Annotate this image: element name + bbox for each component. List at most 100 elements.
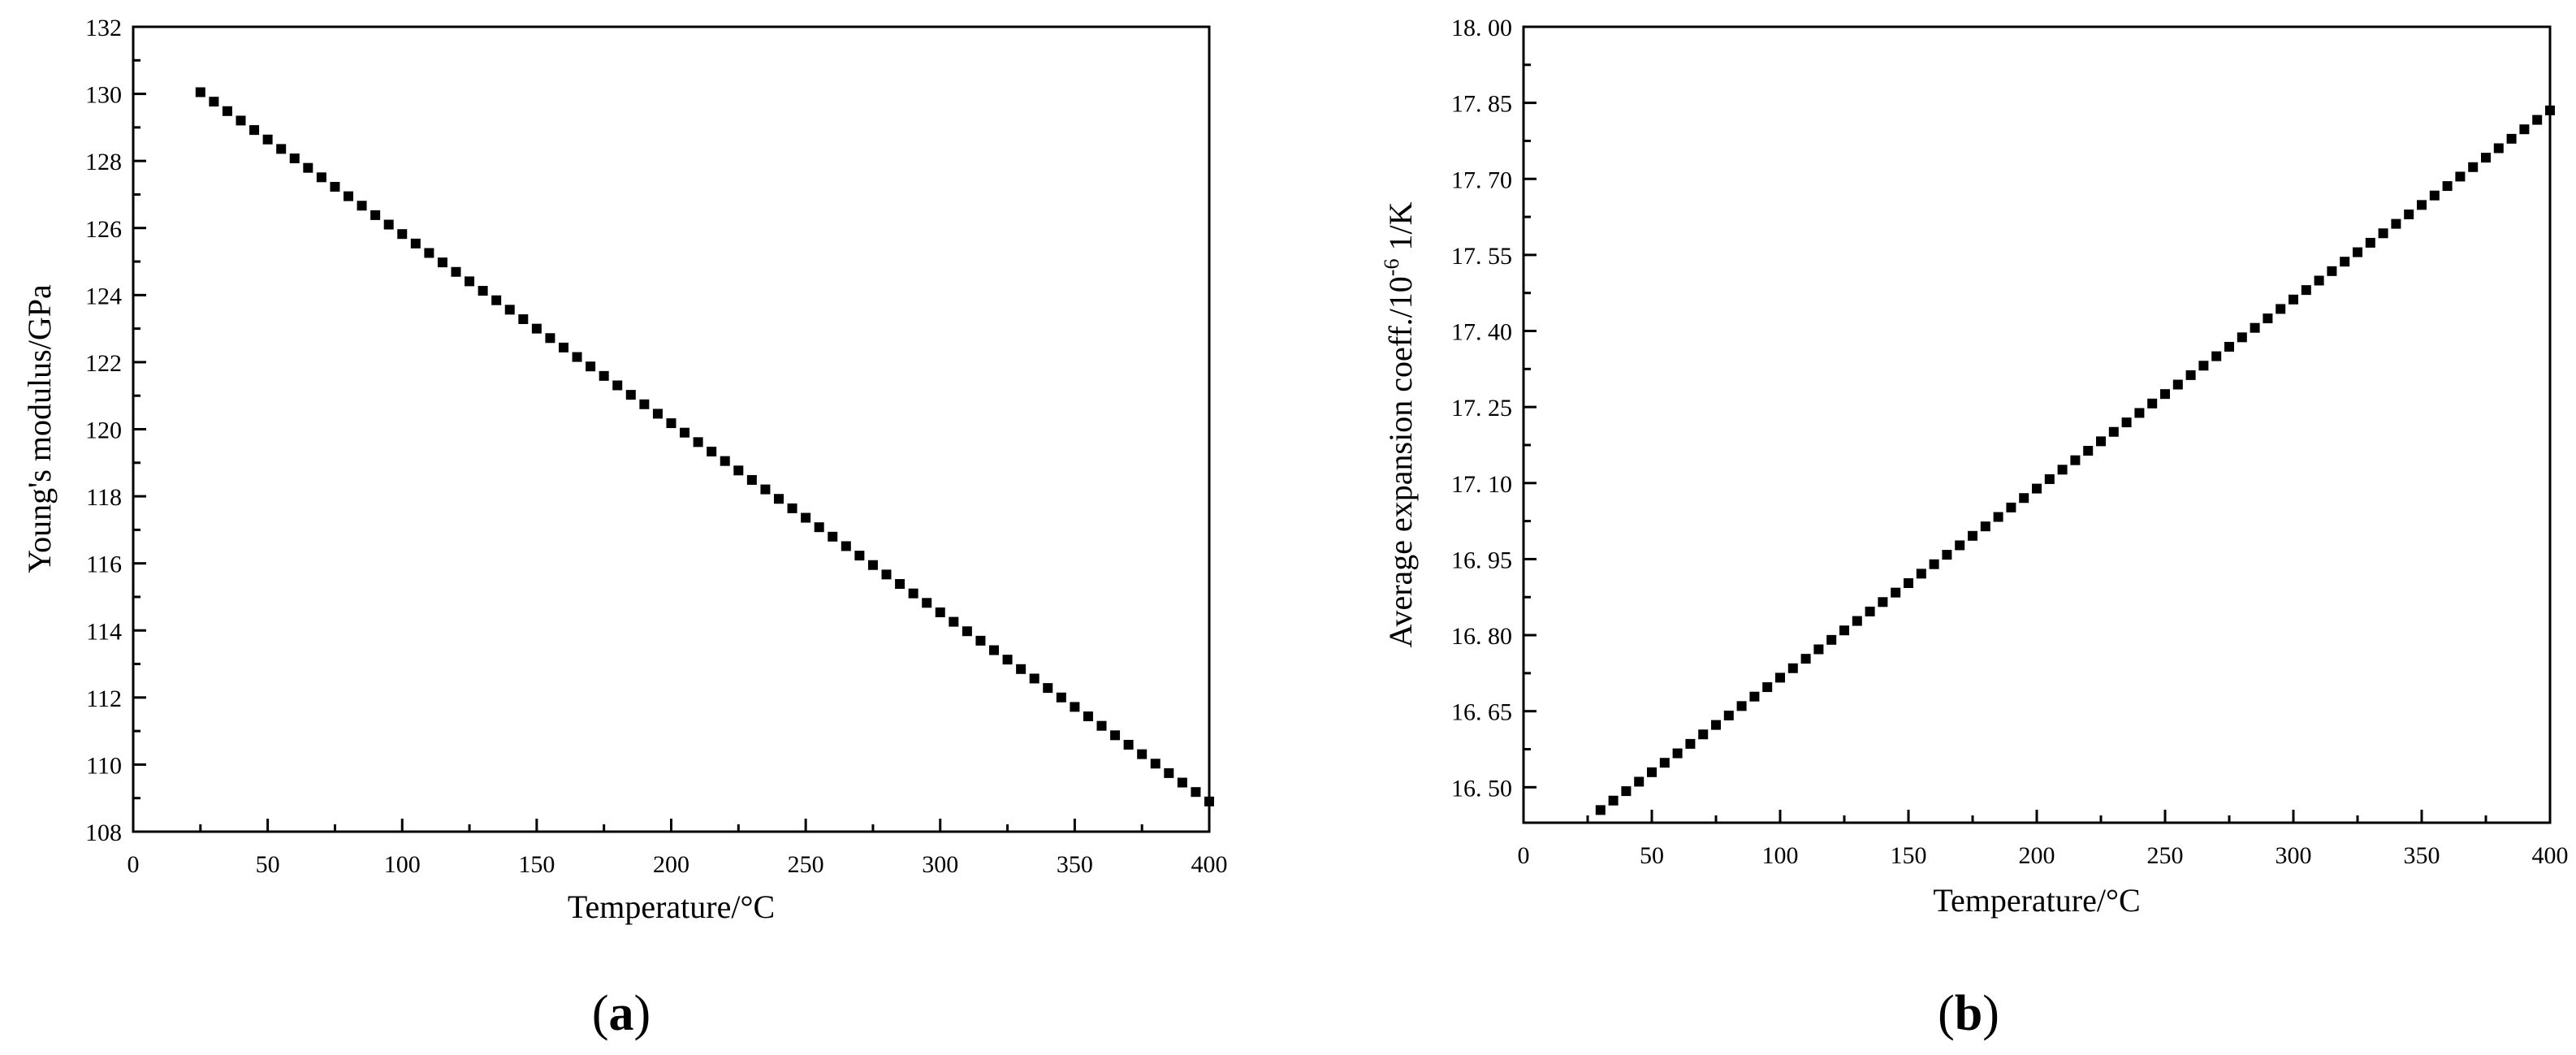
data-point — [2096, 436, 2106, 447]
data-point — [612, 380, 623, 391]
data-point — [303, 162, 313, 173]
y-tick-label: 17. 55 — [1451, 243, 1512, 270]
data-point — [1150, 759, 1160, 769]
data-point — [814, 522, 824, 533]
data-point — [531, 323, 542, 334]
data-point — [1711, 720, 1721, 730]
data-point — [989, 645, 999, 655]
x-tick-label: 300 — [922, 851, 958, 878]
data-point — [1016, 664, 1027, 674]
x-tick-label: 0 — [128, 851, 140, 878]
data-point — [2044, 473, 2055, 484]
y-tick-label: 112 — [86, 685, 122, 712]
data-point — [2404, 209, 2414, 219]
data-point — [2263, 313, 2273, 324]
data-point — [1634, 776, 1645, 787]
y-tick-label: 122 — [85, 350, 122, 377]
data-point — [2442, 181, 2453, 192]
data-point — [262, 134, 273, 145]
y-tick-label: 130 — [85, 82, 122, 109]
data-point — [2314, 275, 2324, 286]
data-point — [2237, 332, 2247, 343]
x-tick-label: 0 — [1518, 842, 1530, 869]
data-point — [1204, 796, 1214, 806]
x-tick-label: 250 — [2147, 842, 2184, 869]
panel-b: 0 50 100 150 200 250 300 350 400 16. 50 16. 65 16. … — [1380, 15, 2569, 1041]
data-point — [572, 352, 582, 362]
data-point — [867, 560, 878, 570]
data-point — [625, 390, 636, 400]
y-tick-label: 120 — [85, 417, 122, 444]
data-point — [2455, 171, 2466, 182]
data-point — [559, 342, 568, 352]
data-point — [2121, 417, 2132, 428]
data-point — [2506, 133, 2517, 144]
data-point — [881, 569, 892, 580]
data-point — [344, 191, 353, 201]
data-point — [2353, 247, 2362, 257]
y-axis-title: Young's modulus/GPa — [21, 284, 58, 573]
data-point — [1826, 634, 1837, 645]
data-point — [518, 313, 529, 324]
data-point — [2481, 153, 2491, 163]
data-point — [1621, 786, 1632, 797]
data-point — [2532, 115, 2543, 125]
x-axis-title: Temperature/°C — [1933, 882, 2140, 919]
y-tick-label: 126 — [85, 216, 122, 243]
data-point — [2519, 124, 2530, 135]
data-point — [908, 588, 918, 599]
data-point — [1865, 606, 1875, 616]
data-point — [1698, 729, 1709, 740]
data-point — [639, 399, 650, 409]
data-point — [451, 266, 461, 277]
data-point — [2545, 105, 2555, 115]
y-tick-label: 132 — [85, 15, 122, 41]
data-point — [828, 531, 838, 542]
x-tick-label: 50 — [256, 851, 280, 878]
x-tick-label: 100 — [384, 851, 421, 878]
x-tick-label: 50 — [1640, 842, 1664, 869]
y-tick-label: 18. 00 — [1451, 15, 1512, 41]
data-point — [1110, 730, 1121, 741]
data-point — [1177, 777, 1187, 788]
data-point — [2391, 218, 2401, 229]
x-tick-label: 200 — [653, 851, 689, 878]
data-point — [841, 541, 851, 551]
x-tick-label: 100 — [1762, 842, 1799, 869]
data-point — [801, 512, 811, 523]
data-point — [397, 229, 408, 240]
data-point — [545, 333, 555, 344]
data-point — [1916, 569, 1926, 579]
panel-a: 0 50 100 150 200 250 300 350 400 108 110 112 114 116 1… — [21, 15, 1228, 1041]
data-point — [652, 409, 663, 419]
data-point — [1123, 739, 1134, 750]
y-tick-label: 17. 10 — [1451, 471, 1512, 498]
data-point — [2327, 266, 2337, 276]
data-point — [330, 181, 340, 192]
data-point — [1839, 625, 1849, 636]
x-tick-label: 150 — [1891, 842, 1927, 869]
x-tick-label: 350 — [2404, 842, 2440, 869]
y-tick-label: 16. 65 — [1451, 699, 1512, 726]
data-point — [2160, 389, 2170, 400]
data-point — [2198, 361, 2209, 371]
data-point — [1775, 672, 1785, 683]
data-point — [2134, 408, 2145, 418]
data-point — [424, 248, 434, 258]
data-point — [1083, 711, 1093, 722]
data-point — [1852, 616, 1862, 626]
data-point — [2301, 285, 2311, 296]
data-point — [2378, 228, 2388, 239]
data-point — [2468, 162, 2479, 172]
data-point — [2172, 379, 2183, 390]
x-tick-label: 400 — [1191, 851, 1228, 878]
data-point — [746, 474, 757, 485]
data-point — [2340, 257, 2350, 267]
data-point — [2083, 446, 2094, 456]
data-point — [1595, 805, 1606, 815]
data-point — [1685, 738, 1696, 749]
data-point — [195, 87, 205, 97]
x-tick-label: 350 — [1057, 851, 1093, 878]
y-tick-label: 108 — [85, 819, 122, 846]
y-tick-label: 124 — [85, 283, 122, 309]
